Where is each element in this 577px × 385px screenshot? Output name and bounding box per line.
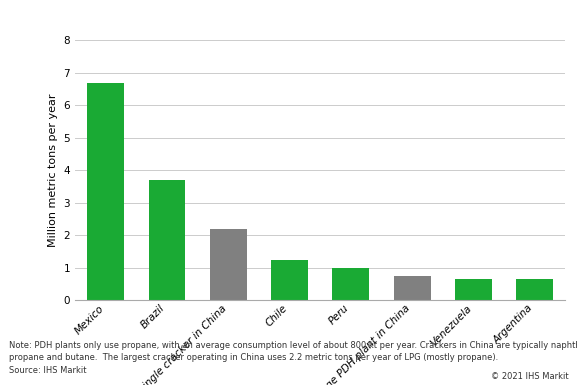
Bar (394, 276, 430, 300)
Bar (210, 229, 247, 300)
Text: Comparison of annual propane consumption: Comparison of annual propane consumption (9, 13, 388, 28)
Text: © 2021 IHS Markit: © 2021 IHS Markit (490, 372, 568, 381)
Bar (455, 279, 492, 300)
Bar (271, 260, 308, 300)
Bar (516, 279, 553, 300)
Bar (87, 83, 124, 300)
Bar (149, 180, 185, 300)
Text: Note: PDH plants only use propane, with an average consumption level of about 80: Note: PDH plants only use propane, with … (9, 341, 577, 350)
Text: propane and butane.  The largest cracker operating in China uses 2.2 metric tons: propane and butane. The largest cracker … (9, 353, 498, 362)
Y-axis label: Million metric tons per year: Million metric tons per year (48, 94, 58, 247)
Text: Source: IHS Markit: Source: IHS Markit (9, 366, 86, 375)
Bar (332, 268, 369, 300)
